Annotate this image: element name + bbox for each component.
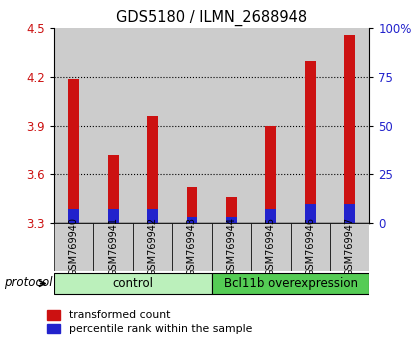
Text: GSM769942: GSM769942 <box>147 217 158 276</box>
Bar <box>251 28 290 223</box>
Bar <box>147 209 158 223</box>
Bar <box>68 79 79 223</box>
Text: control: control <box>112 277 153 290</box>
Bar <box>330 223 369 271</box>
Bar <box>212 273 369 295</box>
Text: GSM769943: GSM769943 <box>187 217 197 276</box>
Bar <box>212 28 251 223</box>
Bar <box>290 223 330 271</box>
Bar <box>147 116 158 223</box>
Bar <box>265 126 276 223</box>
Text: GSM769946: GSM769946 <box>305 217 315 276</box>
Bar <box>172 223 212 271</box>
Bar <box>107 155 119 223</box>
Bar <box>93 28 133 223</box>
Text: GSM769944: GSM769944 <box>226 217 237 276</box>
Bar <box>265 209 276 223</box>
Text: GSM769947: GSM769947 <box>344 217 355 276</box>
Bar <box>305 61 316 223</box>
Bar <box>186 217 198 223</box>
Bar <box>54 223 93 271</box>
Bar <box>133 28 172 223</box>
Text: GSM769940: GSM769940 <box>68 217 79 276</box>
Bar <box>226 197 237 223</box>
Bar <box>344 35 355 223</box>
Title: GDS5180 / ILMN_2688948: GDS5180 / ILMN_2688948 <box>116 9 307 25</box>
Text: GSM769941: GSM769941 <box>108 217 118 276</box>
Bar <box>54 28 93 223</box>
Bar <box>290 28 330 223</box>
Bar <box>107 209 119 223</box>
Bar <box>68 209 79 223</box>
Bar <box>54 273 212 295</box>
Bar <box>344 204 355 223</box>
Text: Bcl11b overexpression: Bcl11b overexpression <box>224 277 357 290</box>
Bar <box>133 223 172 271</box>
Bar <box>251 223 290 271</box>
Bar <box>186 187 198 223</box>
Bar <box>172 28 212 223</box>
Legend: transformed count, percentile rank within the sample: transformed count, percentile rank withi… <box>47 310 252 334</box>
Text: protocol: protocol <box>4 276 53 289</box>
Text: GSM769945: GSM769945 <box>266 217 276 276</box>
Bar <box>226 217 237 223</box>
Bar <box>330 28 369 223</box>
Bar <box>93 223 133 271</box>
Bar <box>212 223 251 271</box>
Bar <box>305 204 316 223</box>
